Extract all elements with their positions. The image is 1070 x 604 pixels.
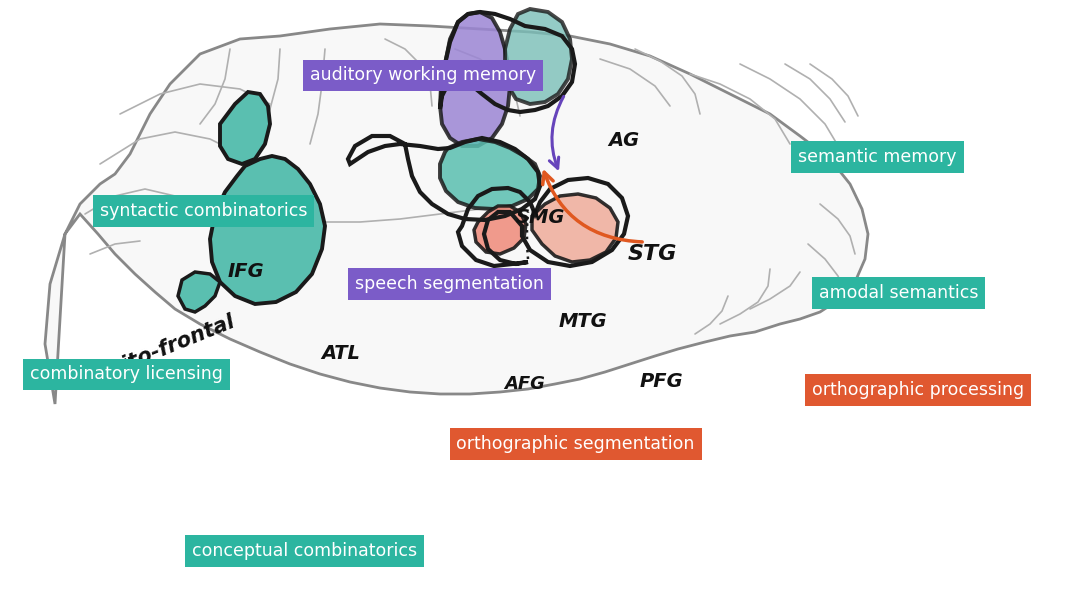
Text: combinatory licensing: combinatory licensing xyxy=(30,365,223,384)
Text: AFG: AFG xyxy=(504,374,545,393)
Text: AG: AG xyxy=(608,130,640,150)
Text: orthographic processing: orthographic processing xyxy=(812,381,1024,399)
Polygon shape xyxy=(474,206,526,254)
Text: amodal semantics: amodal semantics xyxy=(819,284,979,302)
Text: orthographic segmentation: orthographic segmentation xyxy=(457,435,694,453)
Polygon shape xyxy=(532,194,618,262)
Polygon shape xyxy=(440,12,510,146)
Text: speech segmentation: speech segmentation xyxy=(355,275,544,293)
Text: IFG: IFG xyxy=(228,262,264,281)
Text: auditory working memory: auditory working memory xyxy=(309,66,536,85)
Polygon shape xyxy=(45,24,868,404)
Text: orbito-frontal: orbito-frontal xyxy=(82,311,239,390)
Text: semantic memory: semantic memory xyxy=(798,148,957,166)
Text: conceptual combinatorics: conceptual combinatorics xyxy=(193,542,417,560)
Text: ATL: ATL xyxy=(321,344,360,363)
Polygon shape xyxy=(220,92,270,164)
Text: PFG: PFG xyxy=(640,372,683,391)
Polygon shape xyxy=(440,139,540,209)
Text: STG: STG xyxy=(628,243,677,264)
Polygon shape xyxy=(505,9,572,104)
Polygon shape xyxy=(210,156,325,304)
Text: syntactic combinatorics: syntactic combinatorics xyxy=(100,202,307,220)
Text: MTG: MTG xyxy=(559,312,608,331)
Text: SMG: SMG xyxy=(516,208,565,227)
Polygon shape xyxy=(178,272,220,312)
